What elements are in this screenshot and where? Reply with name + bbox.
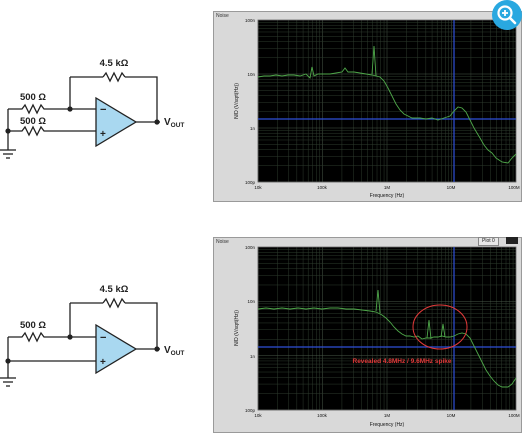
panel-tab-label: Noise [216,239,229,245]
y-tick-label: 10n [247,72,255,77]
noise-plot-bottom: Revealed 4.8MHz / 9.6MHz spike 100n 10n … [234,245,520,428]
x-tick-label: 100k [317,413,328,418]
x-tick-label: 100M [508,413,520,418]
zoom-in-icon [497,5,517,25]
x-tick-label: 1M [384,413,391,418]
noise-spike-1 [375,289,381,314]
spike-highlight-circle [412,304,468,350]
feedback-resistor [102,71,126,83]
noise-plot-panel-top: Noise 100n 10n 1n 100p 10k 100k 1M 10M 1… [213,11,522,202]
non-inverting-input-sign: + [100,357,106,368]
plot-grid [257,247,516,411]
plot-grid [257,20,516,183]
op-amp [95,96,138,148]
plot-selector[interactable]: Plot 0 [478,237,499,246]
y-tick-label: 100n [245,18,256,23]
noise-spike-2 [426,319,432,340]
noise-spike [371,45,377,77]
y-axis-label: N/D (V/sqrt(Hz)) [234,310,240,346]
noise-trace [257,66,517,164]
noise-plot-panel-bottom: Noise Plot 0 Revealed 4.8MHz / 9.6MHz sp… [213,237,522,433]
op-amp [95,323,138,375]
y-tick-label: 10n [247,299,255,304]
x-axis-label: Frequency (Hz) [370,422,405,428]
noise-spike-3 [440,323,446,338]
y-axis-label: N/D (V/sqrt(Hz)) [234,83,240,119]
x-tick-label: 10M [447,413,456,418]
y-tick-label: 100p [245,180,256,185]
x-tick-labels: 10k 100k 1M 10M 100M [254,185,520,190]
non-inverting-input-sign: + [100,129,106,140]
spike-annotation: Revealed 4.8MHz / 9.6MHz spike [353,358,452,365]
feedback-resistor-label: 4.5 kΩ [100,58,129,69]
feedback-resistor [102,297,126,309]
y-tick-labels: 100n 10n 1n 100p [245,18,256,185]
x-tick-labels: 10k 100k 1M 10M 100M [254,413,520,418]
x-tick-label: 10k [254,185,262,190]
y-tick-label: 100p [245,408,256,413]
feedback-resistor-label: 4.5 kΩ [100,284,129,295]
panel-tab-label: Noise [216,13,229,19]
y-tick-label: 1n [250,354,256,359]
x-tick-label: 10k [254,413,262,418]
vout-label: VOUT [164,117,184,129]
zoom-in-button[interactable] [492,0,522,30]
inverting-input-sign: − [100,332,106,344]
x-axis-label: Frequency (Hz) [370,193,405,199]
y-tick-labels: 100n 10n 1n 100p [245,245,256,413]
vout-label: VOUT [164,345,184,357]
input-resistor-2-label: 500 Ω [20,116,46,127]
inverting-input-sign: − [100,104,106,116]
x-tick-label: 10M [447,185,456,190]
y-tick-label: 1n [250,126,256,131]
x-tick-label: 100k [317,185,328,190]
plot-legend-handle[interactable] [506,237,518,244]
schematic-bottom: − + 4.5 kΩ 500 Ω VOUT [0,284,184,387]
y-tick-label: 100n [245,245,256,250]
noise-plot-top: 100n 10n 1n 100p 10k 100k 1M 10M 100M Fr… [234,18,520,199]
x-tick-label: 1M [384,185,391,190]
schematic-top: − + 4.5 kΩ 500 Ω 500 Ω VOUT [0,58,184,159]
x-tick-label: 100M [508,185,520,190]
input-resistor-1-label: 500 Ω [20,92,46,103]
input-resistor-label: 500 Ω [20,320,46,331]
